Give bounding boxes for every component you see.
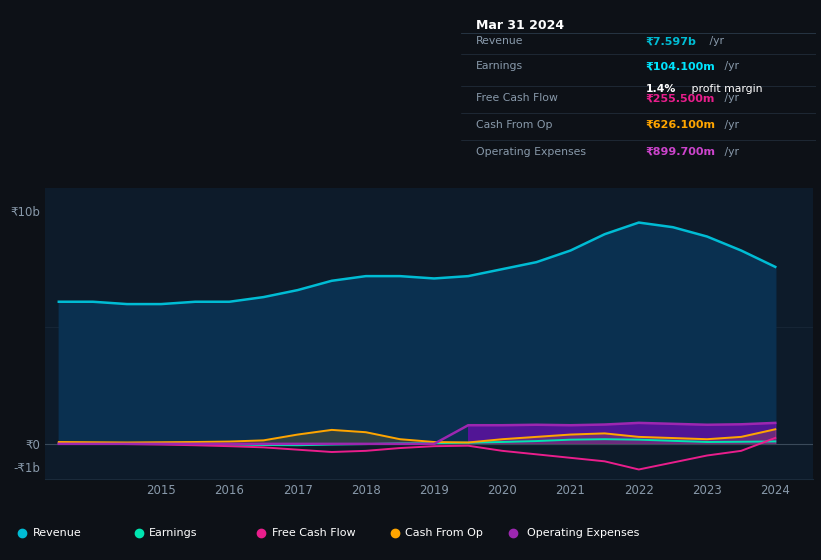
Text: Free Cash Flow: Free Cash Flow [273, 529, 356, 538]
Text: Operating Expenses: Operating Expenses [526, 529, 639, 538]
Text: /yr: /yr [722, 120, 740, 130]
Text: ₹104.100m: ₹104.100m [646, 61, 716, 71]
Text: Earnings: Earnings [149, 529, 197, 538]
Text: Cash From Op: Cash From Op [406, 529, 483, 538]
Text: /yr: /yr [722, 147, 740, 157]
Text: Mar 31 2024: Mar 31 2024 [475, 18, 564, 31]
Text: /yr: /yr [722, 94, 740, 103]
Text: /yr: /yr [722, 61, 740, 71]
Text: /yr: /yr [706, 36, 724, 46]
Text: ₹899.700m: ₹899.700m [646, 147, 716, 157]
Text: profit margin: profit margin [688, 85, 763, 95]
Text: 1.4%: 1.4% [646, 85, 677, 95]
Text: ₹255.500m: ₹255.500m [646, 94, 715, 103]
Text: ₹7.597b: ₹7.597b [646, 36, 697, 46]
Text: Revenue: Revenue [475, 36, 523, 46]
Text: Operating Expenses: Operating Expenses [475, 147, 585, 157]
Text: Revenue: Revenue [33, 529, 81, 538]
Text: Free Cash Flow: Free Cash Flow [475, 94, 557, 103]
Text: Earnings: Earnings [475, 61, 523, 71]
Text: ₹626.100m: ₹626.100m [646, 120, 716, 130]
Text: Cash From Op: Cash From Op [475, 120, 552, 130]
